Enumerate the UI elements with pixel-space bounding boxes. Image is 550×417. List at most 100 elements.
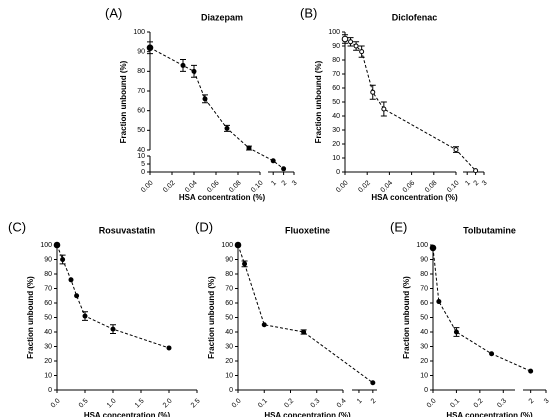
y-tick-label: 50 [332, 99, 340, 106]
x-axis-label: HSA concentration (%) [84, 411, 171, 417]
panel-label: (C) [8, 219, 26, 234]
x-tick-label: 0.00 [335, 180, 350, 195]
y-tick-label: 30 [44, 343, 52, 350]
y-tick-label: 100 [40, 242, 52, 249]
chart-title: Rosuvastatin [99, 225, 156, 235]
y-tick-label: 30 [420, 343, 428, 350]
y-tick-label: 40 [137, 147, 145, 154]
y-tick-label: 80 [137, 68, 145, 75]
x-tick-label: 0.2 [283, 398, 295, 410]
y-tick-label: 5 [141, 161, 145, 168]
y-tick-label: 20 [332, 141, 340, 148]
y-tick-label: 0 [336, 169, 340, 176]
x-tick-label: 0.5 [78, 398, 90, 410]
data-line [237, 244, 374, 384]
x-tick-label: 0.1 [449, 398, 461, 410]
chart-title: Diazepam [201, 12, 243, 22]
x-tick-label: 0.4 [336, 398, 348, 410]
data-point [353, 43, 359, 49]
x-tick-label: 0.00 [140, 180, 155, 195]
y-tick-label: 60 [225, 300, 233, 307]
x-tick-label: 2 [473, 180, 481, 188]
y-tick-label: 70 [225, 285, 233, 292]
y-tick-label: 90 [137, 49, 145, 56]
y-tick-label: 70 [420, 285, 428, 292]
data-point [68, 277, 74, 283]
chart-title: Tolbutamine [463, 225, 516, 235]
y-tick-label: 0 [48, 387, 52, 394]
y-tick-label: 50 [225, 314, 233, 321]
y-tick-label: 90 [420, 256, 428, 263]
x-tick-label: 0.10 [446, 180, 461, 195]
data-point [301, 329, 307, 335]
data-point [473, 168, 479, 174]
y-tick-label: 40 [44, 329, 52, 336]
x-tick-label: 0.06 [206, 180, 221, 195]
y-tick-label: 60 [332, 85, 340, 92]
data-point [489, 351, 495, 357]
y-tick-label: 10 [137, 153, 145, 160]
y-tick-label: 40 [420, 329, 428, 336]
data-point [453, 147, 459, 153]
y-tick-label: 10 [420, 372, 428, 379]
data-point [261, 322, 267, 328]
x-tick-label: 0.1 [257, 398, 269, 410]
x-axis-label: HSA concentration (%) [371, 193, 458, 202]
y-axis-label: Fraction unbound (%) [119, 60, 128, 143]
x-tick-label: 0.0 [426, 398, 438, 410]
data-point [191, 68, 197, 74]
x-tick-label: 2 [370, 398, 378, 406]
y-tick-label: 10 [44, 372, 52, 379]
x-tick-label: 0.04 [380, 180, 395, 195]
y-tick-label: 10 [225, 372, 233, 379]
y-tick-label: 60 [137, 108, 145, 115]
x-tick-label: 2 [528, 398, 536, 406]
data-point [528, 368, 534, 374]
data-point [202, 96, 208, 102]
data-point [246, 145, 252, 151]
y-tick-label: 60 [44, 300, 52, 307]
x-tick-label: 1.0 [106, 398, 118, 410]
data-point [53, 241, 61, 249]
data-point [341, 35, 349, 43]
y-tick-label: 30 [332, 127, 340, 134]
y-axis-label: Fraction unbound (%) [26, 276, 35, 359]
x-tick-label: 0.3 [496, 398, 508, 410]
data-point [453, 329, 459, 335]
x-tick-label: 0.2 [473, 398, 485, 410]
panel-label: (D) [195, 219, 213, 234]
data-point [270, 158, 276, 164]
x-tick-label: 3 [543, 398, 550, 406]
data-point [281, 166, 287, 172]
y-tick-label: 10 [332, 155, 340, 162]
y-tick-label: 50 [44, 314, 52, 321]
panel-label: (B) [300, 5, 317, 20]
x-tick-label: 1 [356, 398, 364, 406]
x-tick-label: 0.02 [162, 180, 177, 195]
x-tick-label: 0.02 [357, 180, 372, 195]
data-point [436, 299, 442, 305]
data-point [180, 62, 186, 68]
x-tick-label: 1.5 [134, 398, 146, 410]
x-axis-label: HSA concentration (%) [179, 193, 266, 202]
x-axis-label: HSA concentration (%) [264, 411, 351, 417]
y-tick-label: 20 [44, 358, 52, 365]
y-tick-label: 30 [225, 343, 233, 350]
data-line [432, 247, 531, 372]
y-tick-label: 100 [416, 242, 428, 249]
y-tick-label: 70 [137, 88, 145, 95]
data-point [370, 89, 376, 95]
chart-title: Fluoxetine [285, 225, 330, 235]
panel-label: (E) [390, 219, 407, 234]
y-tick-label: 20 [420, 358, 428, 365]
y-axis-label: Fraction unbound (%) [207, 276, 216, 359]
data-point [381, 106, 387, 112]
data-point [348, 39, 354, 45]
data-point [60, 257, 66, 262]
y-tick-label: 90 [225, 256, 233, 263]
x-tick-label: 0.0 [231, 398, 243, 410]
y-tick-label: 100 [221, 242, 233, 249]
x-tick-label: 0.0 [50, 398, 62, 410]
x-tick-label: 0.3 [310, 398, 322, 410]
